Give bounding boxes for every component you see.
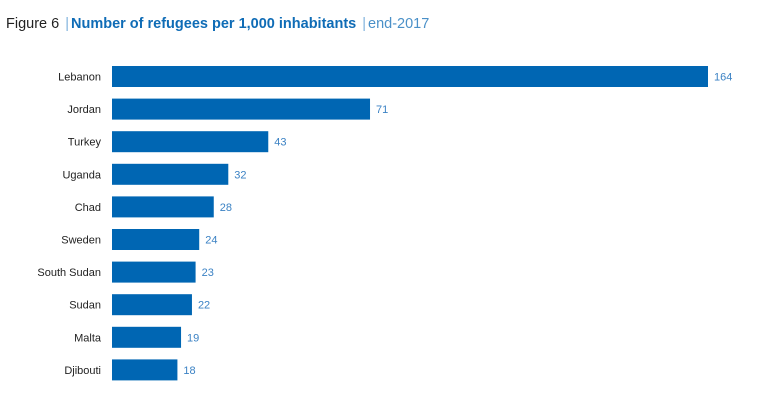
value-label: 18 [183, 365, 195, 377]
period-separator: | [362, 16, 367, 32]
bar-sudan [112, 294, 192, 316]
value-label: 22 [198, 300, 210, 312]
category-label: Uganda [62, 169, 101, 181]
category-label: Chad [75, 202, 101, 214]
bar-uganda [112, 163, 229, 185]
bar-lebanon [112, 66, 708, 87]
value-label: 23 [202, 267, 214, 279]
bar-jordan [112, 98, 371, 120]
chart-title: Number of refugees per 1,000 inhabitants [70, 16, 357, 32]
category-label: Sweden [61, 235, 101, 247]
title-separator: | [65, 16, 69, 32]
category-label: Djibouti [64, 365, 101, 377]
category-label: Turkey [68, 137, 102, 149]
bar-chad [112, 196, 214, 218]
value-label: 24 [205, 235, 217, 247]
value-label: 43 [274, 137, 286, 149]
bar-turkey [112, 131, 269, 153]
value-label: 71 [376, 104, 388, 116]
chart-title-line: Figure 6 | Number of refugees per 1,000 in… [6, 16, 429, 32]
bar-south-sudan [112, 261, 196, 283]
chart-period: end-2017 [368, 16, 430, 32]
bar-sweden [112, 229, 200, 250]
value-label: 164 [714, 72, 732, 84]
category-label: Malta [74, 332, 102, 344]
figure-number: Figure 6 [6, 16, 60, 32]
category-label: Sudan [69, 300, 101, 312]
value-label: 32 [234, 169, 246, 181]
category-label: Jordan [67, 104, 101, 116]
bar-malta [112, 326, 182, 348]
category-label: South Sudan [37, 267, 101, 279]
value-label: 28 [220, 202, 232, 214]
category-label: Lebanon [58, 72, 101, 84]
value-label: 19 [187, 332, 199, 344]
bar-djibouti [112, 359, 178, 381]
